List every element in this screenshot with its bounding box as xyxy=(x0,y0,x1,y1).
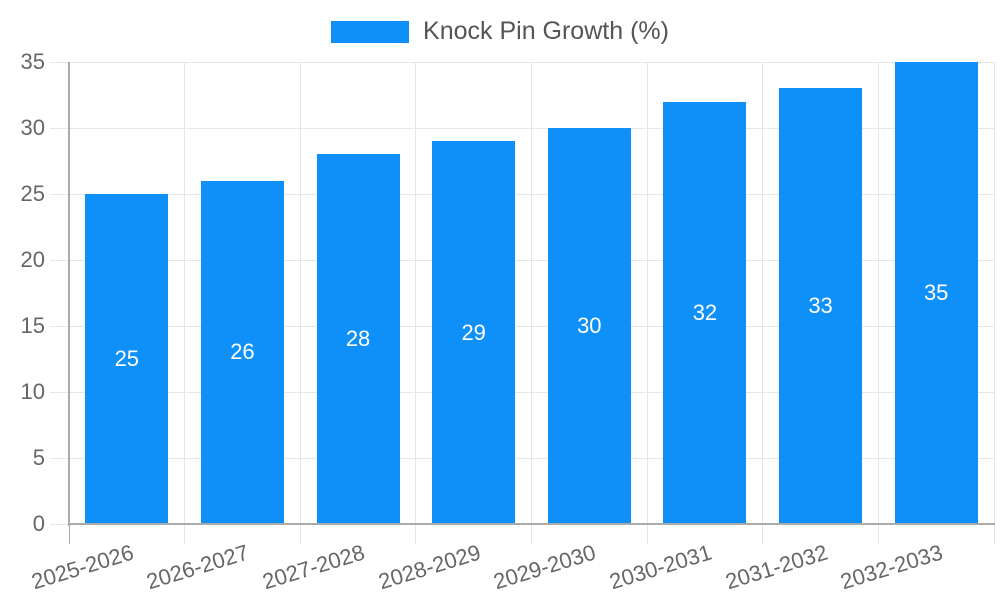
bar-value-label: 33 xyxy=(808,293,833,319)
x-tick-mark xyxy=(762,524,764,544)
bar[interactable] xyxy=(663,101,747,524)
y-tick-label: 0 xyxy=(32,511,45,536)
bar-value-label: 32 xyxy=(692,299,718,325)
legend-item[interactable]: Knock Pin Growth (%) xyxy=(331,17,669,46)
x-gridline xyxy=(531,62,532,524)
x-gridline xyxy=(762,62,764,524)
bar[interactable] xyxy=(547,128,631,524)
y-tick-label: 5 xyxy=(32,445,45,470)
chart-legend: Knock Pin Growth (%) xyxy=(0,17,1000,46)
x-gridline xyxy=(877,62,879,524)
x-tick-mark xyxy=(184,524,186,544)
x-gridline xyxy=(993,62,995,524)
x-tick-mark xyxy=(299,524,301,544)
bar[interactable] xyxy=(894,62,978,524)
y-tick-mark xyxy=(50,127,69,129)
y-tick-label: 15 xyxy=(20,313,45,338)
x-gridline xyxy=(415,62,417,524)
y-tick-label: 25 xyxy=(20,181,45,206)
legend-swatch xyxy=(331,20,410,43)
bar-value-label: 29 xyxy=(461,319,486,345)
x-tick-mark xyxy=(877,524,879,544)
x-tick-mark xyxy=(415,524,417,544)
bar[interactable] xyxy=(200,180,284,524)
y-tick-mark xyxy=(50,457,69,459)
bar[interactable] xyxy=(432,141,516,524)
y-tick-mark xyxy=(50,391,69,393)
y-tick-mark xyxy=(50,193,69,195)
x-gridline xyxy=(184,62,186,524)
x-tick-mark xyxy=(646,524,648,544)
bar-value-label: 25 xyxy=(114,346,140,371)
y-tick-label: 10 xyxy=(20,379,45,404)
y-tick-mark xyxy=(50,61,69,63)
y-tick-mark xyxy=(50,259,69,261)
bar-value-label: 30 xyxy=(577,313,602,338)
bar[interactable] xyxy=(316,154,400,524)
bar-value-label: 26 xyxy=(230,339,255,365)
y-tick-label: 20 xyxy=(20,247,45,272)
y-tick-mark xyxy=(50,325,69,327)
y-tick-label: 30 xyxy=(20,115,45,140)
x-gridline xyxy=(299,62,301,524)
bar[interactable] xyxy=(779,88,863,524)
y-axis-line xyxy=(67,62,70,526)
legend-label: Knock Pin Growth (%) xyxy=(423,17,669,45)
x-gridline xyxy=(646,62,648,524)
bar-value-label: 35 xyxy=(923,280,949,305)
x-tick-mark xyxy=(993,524,995,544)
y-tick-mark xyxy=(50,523,69,525)
x-tick-mark xyxy=(68,524,70,544)
bar-value-label: 28 xyxy=(345,326,371,352)
bar[interactable] xyxy=(85,194,169,524)
x-tick-mark xyxy=(531,524,532,544)
x-axis-line xyxy=(67,523,995,525)
y-tick-label: 35 xyxy=(20,49,45,74)
